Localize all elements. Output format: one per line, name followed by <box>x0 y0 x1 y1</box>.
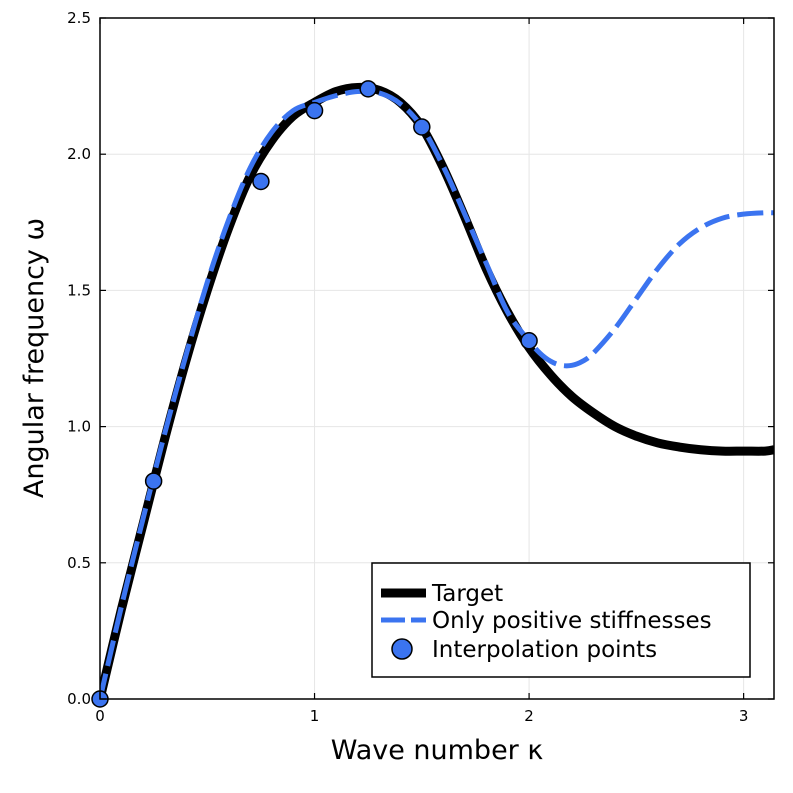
y-tick-label: 0.5 <box>67 554 91 572</box>
y-tick-label: 1.5 <box>67 281 91 299</box>
legend-label-target: Target <box>431 581 503 607</box>
y-tick-label: 1.0 <box>67 418 91 436</box>
interpolation-point <box>413 118 431 136</box>
x-tick-label: 1 <box>310 707 320 725</box>
legend-label-interpolation-points: Interpolation points <box>432 637 657 663</box>
legend: Target Only positive stiffnesses Interpo… <box>371 562 751 678</box>
tick-labels: 0 1 2 3 0.0 0.5 1.0 1.5 2.0 2.5 <box>67 9 748 725</box>
legend-box <box>371 562 751 678</box>
interpolation-point <box>144 472 163 490</box>
series-group <box>100 82 774 699</box>
legend-swatch-interpolation-points <box>391 638 413 660</box>
tick-marks <box>99 17 774 700</box>
series-layer <box>91 80 774 708</box>
y-tick-label: 2.0 <box>67 145 91 163</box>
y-tick-label: 2.5 <box>67 9 91 27</box>
x-tick-label: 0 <box>95 707 105 725</box>
series-line-positive-stiffnesses <box>100 88 774 699</box>
interpolation-point <box>252 172 270 191</box>
y-tick-label: 0.0 <box>67 690 91 708</box>
interpolation-point <box>520 332 538 350</box>
x-tick-label: 3 <box>739 707 749 725</box>
x-axis-title: Wave number κ <box>331 735 544 766</box>
y-axis-title: Angular frequency ω <box>19 218 50 498</box>
plot-frame <box>99 17 775 700</box>
interpolation-point <box>305 101 324 120</box>
legend-label-positive-stiffnesses: Only positive stiffnesses <box>432 608 712 634</box>
x-tick-label: 2 <box>524 707 534 725</box>
interpolation-point <box>359 80 377 98</box>
